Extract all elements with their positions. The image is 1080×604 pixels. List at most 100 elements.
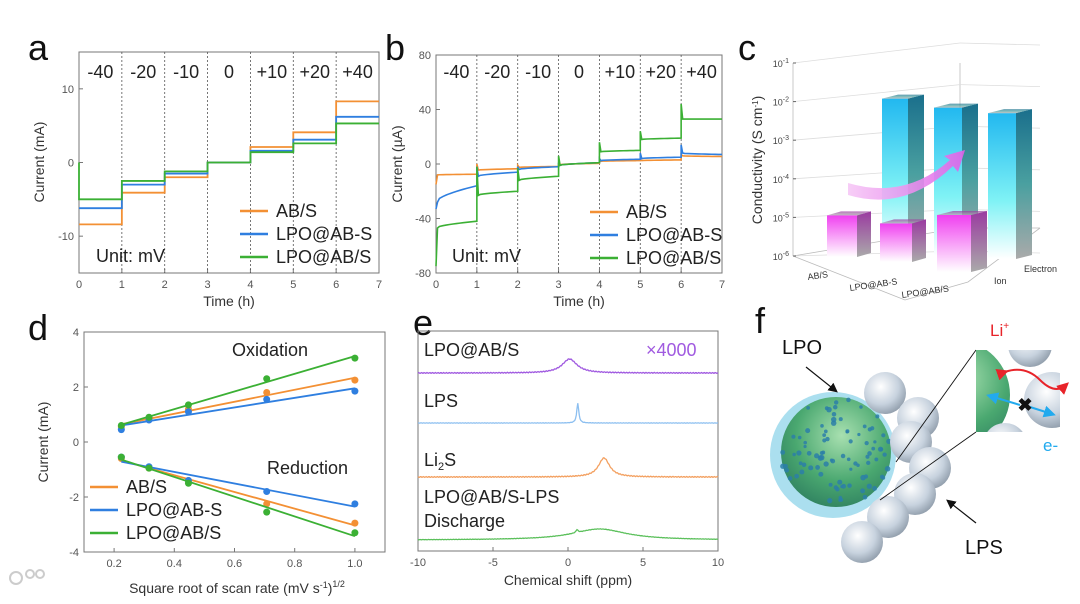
dopant-dot: [879, 447, 884, 452]
dopant-dot: [833, 400, 839, 405]
x-tick-label: 7: [376, 279, 382, 291]
bar-side: [912, 219, 926, 262]
fit-line: [121, 355, 356, 426]
spectrum-0: [417, 358, 719, 375]
y-tick-label: 4: [73, 327, 79, 339]
y-tick-label: 80: [419, 50, 431, 62]
x-tick-label: 2: [515, 279, 521, 291]
panel-label-c: c: [738, 27, 756, 68]
lps-sphere: [864, 372, 906, 414]
dopant-dot: [866, 483, 872, 489]
spectrum-2: [417, 457, 719, 479]
dopant-dot: [805, 428, 811, 434]
data-point: [145, 464, 153, 472]
step-label: +10: [257, 62, 288, 82]
panel-f-schematic: ✖ Li+ e- LPO LPS: [770, 321, 1069, 563]
x-tick-label: 0.6: [227, 558, 242, 570]
dopant-dot: [847, 483, 852, 488]
x-tick-label: 10: [712, 557, 724, 569]
scale-label: ×4000: [646, 340, 697, 360]
data-point: [263, 395, 271, 403]
y-tick-label: 0: [425, 159, 431, 171]
fit-line: [121, 376, 356, 426]
bar-ion-lpo-ab-s-2: [937, 210, 987, 272]
y-tick-label: 40: [419, 105, 431, 117]
x-tick-label: 4: [596, 279, 602, 291]
x-tick-label: -5: [488, 557, 498, 569]
bar-ion-lpo-ab-s: [880, 219, 926, 262]
lpo-pointer-arrow: [805, 366, 838, 393]
x-tick-label: 3: [556, 279, 562, 291]
x-axis-title-close: ): [328, 580, 333, 596]
watermark-logo: [9, 569, 45, 585]
gridline: [959, 84, 1041, 87]
legend-label: LPO@AB-S: [276, 224, 372, 244]
spectrum-label-2: Discharge: [424, 511, 505, 531]
legend-item: LPO@AB/S: [240, 247, 371, 267]
dopant-dot: [796, 450, 802, 456]
bar-front: [827, 215, 857, 257]
bar-front: [988, 113, 1016, 259]
data-point: [263, 375, 271, 383]
dopant-dot: [839, 497, 844, 502]
legend-item: LPO@AB-S: [590, 225, 722, 245]
bar-side: [857, 211, 871, 257]
x-tick-label: 4: [247, 279, 253, 291]
dopant-dot: [780, 449, 786, 455]
dopant-dot: [833, 485, 839, 490]
legend-item: LPO@AB/S: [590, 248, 721, 268]
dopant-dot: [831, 411, 837, 417]
spectrum-label: LPO@AB/S-LPS: [424, 487, 559, 507]
x-tick-label: 0: [565, 557, 571, 569]
y-tick-label: 2: [73, 382, 79, 394]
step-label: -20: [130, 62, 156, 82]
dopant-dot: [865, 454, 870, 459]
panel-c-chart: 10-1 10-2 10-3 10-4 10-5 10-6 Conductivity (S …: [749, 42, 1057, 301]
y-tick-label: 0: [68, 158, 74, 170]
gridline: [792, 209, 961, 218]
x-tick-label: 1: [474, 279, 480, 291]
step-label: -10: [173, 62, 199, 82]
li-ion-label: Li+: [990, 321, 1009, 340]
depth-label-electron: Electron: [1024, 264, 1057, 274]
li-ion-arrow: [995, 368, 1069, 395]
panel-label-d: d: [28, 307, 48, 348]
panel-d-chart: 0.2 0.4 0.6 0.8 1.0 -4 -2 0 2 4 Oxidation Reduction…: [35, 327, 386, 596]
panel-label-b: b: [385, 27, 405, 68]
x-tick-label: 1.0: [347, 558, 362, 570]
dopant-dot: [828, 482, 833, 487]
data-point: [351, 519, 359, 527]
legend-label: LPO@AB/S: [126, 523, 221, 543]
data-point: [145, 413, 153, 421]
dopant-dot: [840, 453, 846, 459]
y-tick-label: 10: [62, 84, 74, 96]
lps-pointer-arrow: [946, 499, 977, 524]
bar-electron-lpo-ab-s-2: [988, 109, 1032, 259]
dopant-dot: [846, 397, 851, 403]
y-tick-label: -10: [58, 231, 74, 243]
dopant-dot: [849, 467, 853, 471]
dopant-dot: [881, 433, 886, 438]
y-tick-label: -4: [69, 547, 79, 559]
dopant-dot: [874, 457, 879, 462]
watermark-icon: [25, 569, 35, 579]
y-tick-label: 10-2: [773, 97, 789, 108]
y-tick-label: 10-3: [773, 135, 789, 146]
y-tick-exponent: -3: [783, 135, 789, 142]
panel-a-chart: 0 1 2 3 4 5 6 7 -10 0 10 -40 -20 -10 0 +10 +20 +40 Unit: m…: [31, 51, 382, 309]
category-label: LPO@AB-S: [849, 276, 898, 293]
inset-sphere: [987, 423, 1023, 432]
data-point: [351, 500, 359, 508]
dopant-dot: [803, 444, 807, 449]
y-tick-label: -2: [69, 492, 79, 504]
legend-label: AB/S: [276, 201, 317, 221]
dopant-dot: [846, 457, 851, 462]
data-point: [263, 389, 271, 396]
data-point: [117, 453, 125, 461]
gridline: [792, 42, 961, 64]
x-axis-title: Chemical shift (ppm): [504, 572, 632, 588]
y-tick-label: 0: [73, 437, 79, 449]
category-label: AB/S: [807, 269, 829, 282]
y-tick-label: 10-5: [773, 212, 789, 223]
y-tick-label: 10-4: [773, 174, 789, 185]
